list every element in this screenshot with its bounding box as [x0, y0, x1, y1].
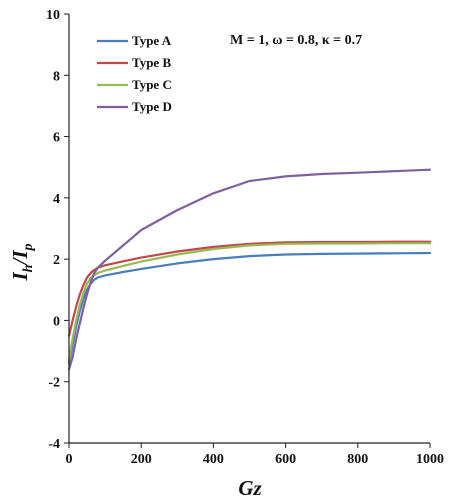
plot-background [69, 14, 430, 443]
legend-label: Type C [132, 77, 172, 92]
x-axis-title: Gz [238, 476, 262, 500]
series-line-type-b [67, 240, 432, 337]
legend-label: Type A [132, 33, 172, 48]
y-tick-label: 6 [53, 131, 60, 146]
y-tick-label: -2 [48, 376, 60, 391]
series-line-type-d [67, 168, 432, 371]
series-line-type-a [67, 251, 432, 365]
plot-area [69, 14, 430, 443]
legend-label: Type D [132, 99, 172, 114]
x-tick-label: 600 [275, 452, 296, 467]
x-tick-label: 0 [66, 452, 73, 467]
y-axis-title: Ih/Ip [8, 244, 36, 282]
x-tick-label: 1000 [416, 452, 444, 467]
legend-label: Type B [132, 55, 171, 70]
y-tick-label: -4 [48, 437, 60, 452]
y-axis-title-main: I [8, 272, 32, 282]
y-axis-title-sub2: p [21, 244, 36, 252]
y-axis-title-mid: /I [8, 250, 32, 267]
y-axis-title-sub1: h [21, 264, 36, 272]
series-line-type-c [67, 242, 432, 362]
y-axis-title-group: Ih/Ip [8, 244, 36, 282]
x-tick-label: 800 [347, 452, 368, 467]
y-tick-label: 2 [53, 253, 60, 268]
x-tick-label: 200 [131, 452, 152, 467]
chart-annotation: M = 1, ω = 0.8, κ = 0.7 [230, 33, 362, 48]
axes-layer: 0 200 400 600 800 1000 -4 -2 0 2 4 6 8 10 [46, 8, 444, 467]
legend: Type A Type B Type C Type D [97, 33, 172, 114]
y-tick-label: 10 [46, 8, 60, 23]
y-tick-label: 4 [53, 192, 60, 207]
x-tick-label: 400 [203, 452, 224, 467]
series-layer [67, 168, 432, 371]
y-tick-label: 0 [53, 314, 60, 329]
y-tick-label: 8 [53, 69, 60, 84]
